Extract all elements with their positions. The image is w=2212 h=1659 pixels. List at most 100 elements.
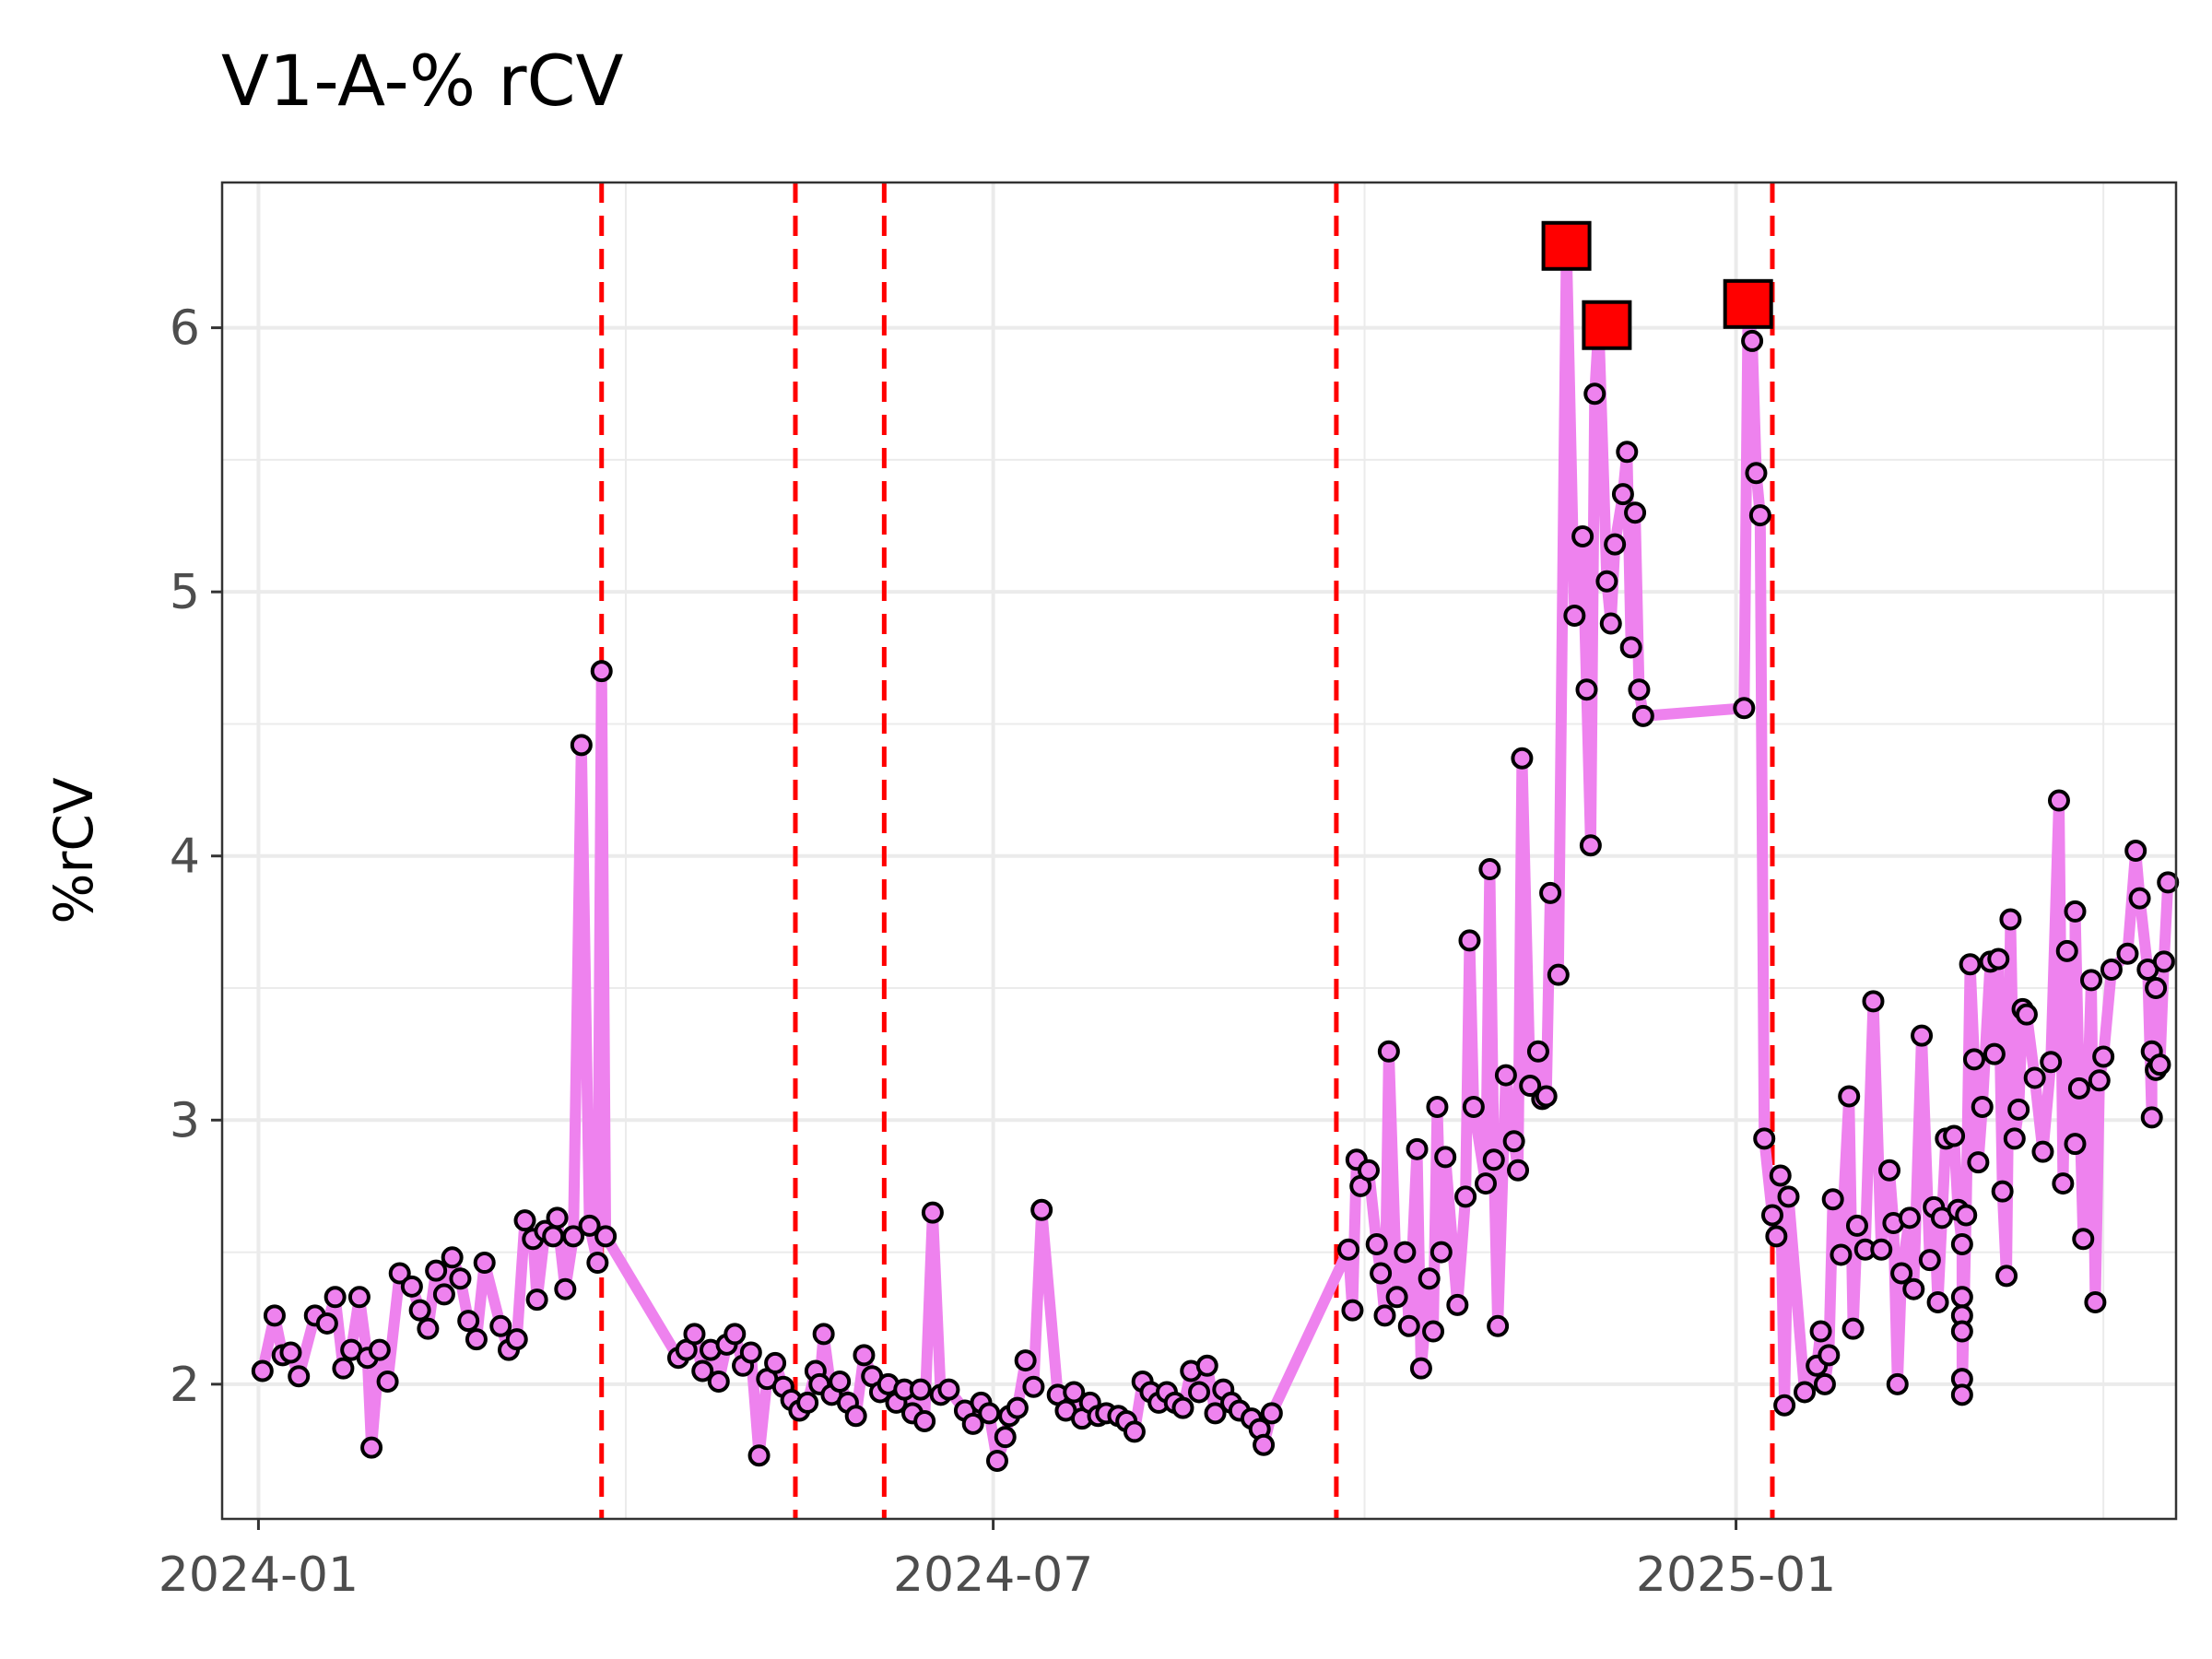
- y-tick-label: 3: [170, 1093, 200, 1148]
- data-point: [425, 1259, 448, 1282]
- data-point: [1628, 678, 1651, 701]
- data-point: [796, 1391, 819, 1414]
- data-point: [1454, 1185, 1477, 1208]
- data-point: [829, 1370, 852, 1393]
- data-point: [473, 1252, 496, 1275]
- data-point: [1898, 1206, 1921, 1230]
- data-point: [1748, 504, 1771, 527]
- data-point: [1769, 1164, 1792, 1187]
- data-point: [1123, 1420, 1146, 1443]
- flagged-point-marker: [1723, 278, 1773, 329]
- data-point: [586, 1252, 609, 1275]
- data-point: [315, 1312, 338, 1335]
- data-point: [368, 1338, 391, 1361]
- data-point: [1377, 1040, 1400, 1063]
- data-point: [1794, 1381, 1817, 1404]
- data-point: [1022, 1375, 1045, 1398]
- data-point: [1462, 1095, 1485, 1118]
- data-point: [1760, 1204, 1783, 1227]
- data-point: [1809, 1320, 1832, 1343]
- data-point: [2007, 1098, 2030, 1121]
- data-point: [1563, 604, 1586, 627]
- data-point: [2072, 1228, 2095, 1251]
- data-point: [1434, 1146, 1457, 1169]
- data-point: [1950, 1286, 1973, 1309]
- grid-lines: [222, 182, 2176, 1519]
- data-point: [1188, 1381, 1210, 1404]
- data-point: [1619, 636, 1642, 659]
- data-point: [1604, 533, 1627, 556]
- data-point: [332, 1357, 355, 1380]
- data-point: [417, 1317, 440, 1340]
- data-point: [909, 1378, 932, 1401]
- data-point: [2023, 1066, 2046, 1089]
- data-point: [1616, 441, 1639, 464]
- data-point: [1962, 1048, 1985, 1071]
- data-point: [2052, 1172, 2075, 1195]
- data-point: [1014, 1349, 1037, 1372]
- data-point: [1426, 1095, 1449, 1118]
- data-point: [1487, 1314, 1510, 1337]
- data-point: [279, 1341, 302, 1364]
- data-point: [844, 1405, 867, 1428]
- data-point: [913, 1409, 936, 1432]
- data-point: [2124, 840, 2147, 862]
- data-point: [724, 1323, 747, 1346]
- data-point: [1838, 1085, 1861, 1108]
- panel-border: [220, 181, 2178, 1521]
- data-point: [542, 1225, 565, 1248]
- data-point: [525, 1288, 548, 1312]
- data-point: [1494, 1064, 1517, 1087]
- data-point: [1631, 704, 1654, 727]
- data-point: [2084, 1291, 2107, 1314]
- data-point: [2080, 969, 2103, 992]
- data-point: [1967, 1151, 1990, 1174]
- data-point: [1959, 953, 1982, 976]
- data-point: [747, 1444, 771, 1467]
- data-point: [1406, 1137, 1429, 1160]
- chart-title: V1-A-% rCV: [221, 40, 624, 122]
- data-point: [1370, 1262, 1393, 1285]
- data-point: [590, 660, 613, 683]
- data-point: [2064, 1133, 2087, 1156]
- data-point: [1006, 1396, 1029, 1419]
- data-point: [1830, 1243, 1853, 1266]
- data-point: [2031, 1140, 2054, 1163]
- data-point: [1926, 1291, 1949, 1314]
- data-point: [1365, 1232, 1388, 1255]
- data-point: [985, 1449, 1008, 1472]
- data-point: [1430, 1241, 1453, 1264]
- data-point: [1385, 1286, 1408, 1309]
- data-point: [1983, 1042, 2006, 1065]
- data-point: [1886, 1372, 1909, 1395]
- data-point: [937, 1378, 960, 1401]
- data-point: [360, 1436, 383, 1459]
- data-point: [1195, 1354, 1218, 1377]
- data-point: [1862, 990, 1885, 1013]
- data-point: [388, 1262, 411, 1285]
- data-point: [1394, 1241, 1417, 1264]
- data-point: [263, 1304, 286, 1327]
- data-point: [961, 1412, 984, 1435]
- data-point: [1745, 462, 1768, 485]
- data-point: [2064, 900, 2087, 923]
- data-point: [1813, 1372, 1836, 1395]
- data-point: [1422, 1320, 1445, 1343]
- data-point: [2067, 1077, 2090, 1100]
- data-point: [1911, 1024, 1934, 1047]
- data-point: [1733, 697, 1756, 720]
- data-point: [1030, 1198, 1053, 1221]
- data-point: [562, 1225, 585, 1248]
- data-point: [1845, 1214, 1868, 1237]
- data-point: [853, 1344, 876, 1367]
- data-point: [1519, 1075, 1542, 1098]
- x-axis: 2024-01 2024-07 2025-01: [159, 1519, 1836, 1603]
- data-point: [2003, 1127, 2026, 1150]
- data-point: [1918, 1249, 1941, 1272]
- data-point: [1571, 524, 1594, 547]
- data-point: [1171, 1396, 1194, 1419]
- data-point: [1995, 1265, 2018, 1288]
- y-axis: 2 3 4 5 6: [170, 301, 222, 1413]
